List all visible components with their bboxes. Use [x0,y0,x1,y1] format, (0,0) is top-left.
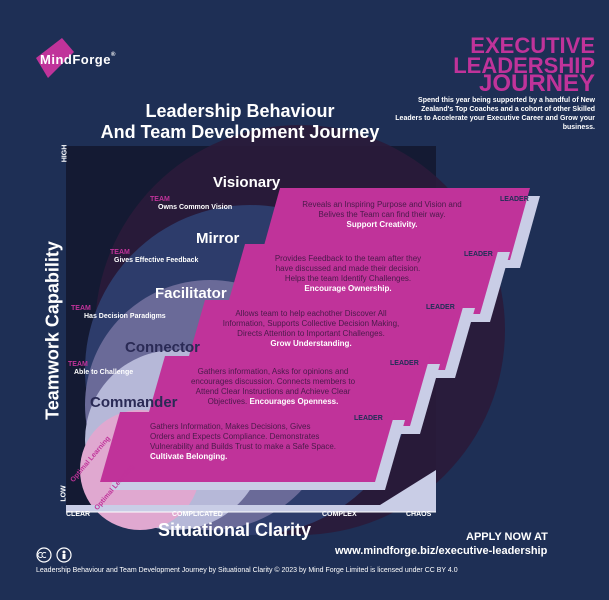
team-desc-visionary: Owns Common Vision [158,204,233,211]
headline-line-1: EXECUTIVE [470,33,595,58]
leader-tag-facilitator: LEADER [426,304,455,311]
ribbon-commander [100,412,405,490]
stage-name-mirror: Mirror [196,230,240,247]
team-tag-connector: TEAM [68,361,88,368]
diagram-title-line-1: Leadership Behaviour [145,101,335,121]
x-tick-chaos: CHAOS [406,511,432,518]
team-desc-mirror: Gives Effective Feedback [114,257,199,264]
logo[interactable] [36,38,112,86]
x-tick-complicated: COMPLICATED [172,511,223,518]
promo-text: Spend this year being supported by a han… [395,97,595,131]
leader-desc-facilitator: Allows team to help eachother Discover A… [222,309,400,348]
leader-desc-visionary: Reveals an Inspiring Purpose and Vision … [302,200,462,229]
x-axis-title: Situational Clarity [158,520,312,540]
team-tag-visionary: TEAM [150,196,170,203]
leader-desc-connector: Gathers information, Asks for opinions a… [190,367,356,406]
diagram-title-line-2: And Team Development Journey [100,122,380,142]
apply-url-link[interactable]: www.mindforge.biz/executive-leadership [335,545,548,557]
team-desc-facilitator: Has Decision Paradigms [84,313,166,320]
stage-name-visionary: Visionary [213,174,281,191]
stage-name-facilitator: Facilitator [155,285,227,302]
headline-line-2: LEADERSHIP [453,53,595,78]
leader-tag-commander: LEADER [354,415,383,422]
x-tick-complex: COMPLEX [322,511,357,518]
apply-now-label: APPLY NOW AT [466,531,548,543]
team-tag-mirror: TEAM [110,249,130,256]
leader-desc-commander: Gathers Information, Makes Decisions, Gi… [150,422,337,461]
leader-tag-connector: LEADER [390,360,419,367]
leader-tag-visionary: LEADER [500,196,529,203]
cc-by-icon[interactable] [36,547,76,563]
logo-text: MindForge® [40,52,116,67]
team-tag-facilitator: TEAM [71,305,91,312]
floor-band [66,470,436,512]
y-tick-high: HIGH [61,144,69,163]
stage-name-connector: Connector [125,339,200,356]
leader-desc-mirror: Provides Feedback to the team after they… [274,254,422,293]
y-axis-title: Teamwork Capability [42,241,63,420]
x-tick-clear: CLEAR [66,511,91,518]
leader-tag-mirror: LEADER [464,251,493,258]
license-text: Leadership Behaviour and Team Developmen… [36,567,458,574]
stage-name-commander: Commander [90,394,178,411]
team-desc-connector: Able to Challenge [74,369,134,376]
y-tick-low: LOW [60,485,68,502]
headline-line-3: JOURNEY [478,70,595,97]
logo-mark-icon [36,38,74,78]
